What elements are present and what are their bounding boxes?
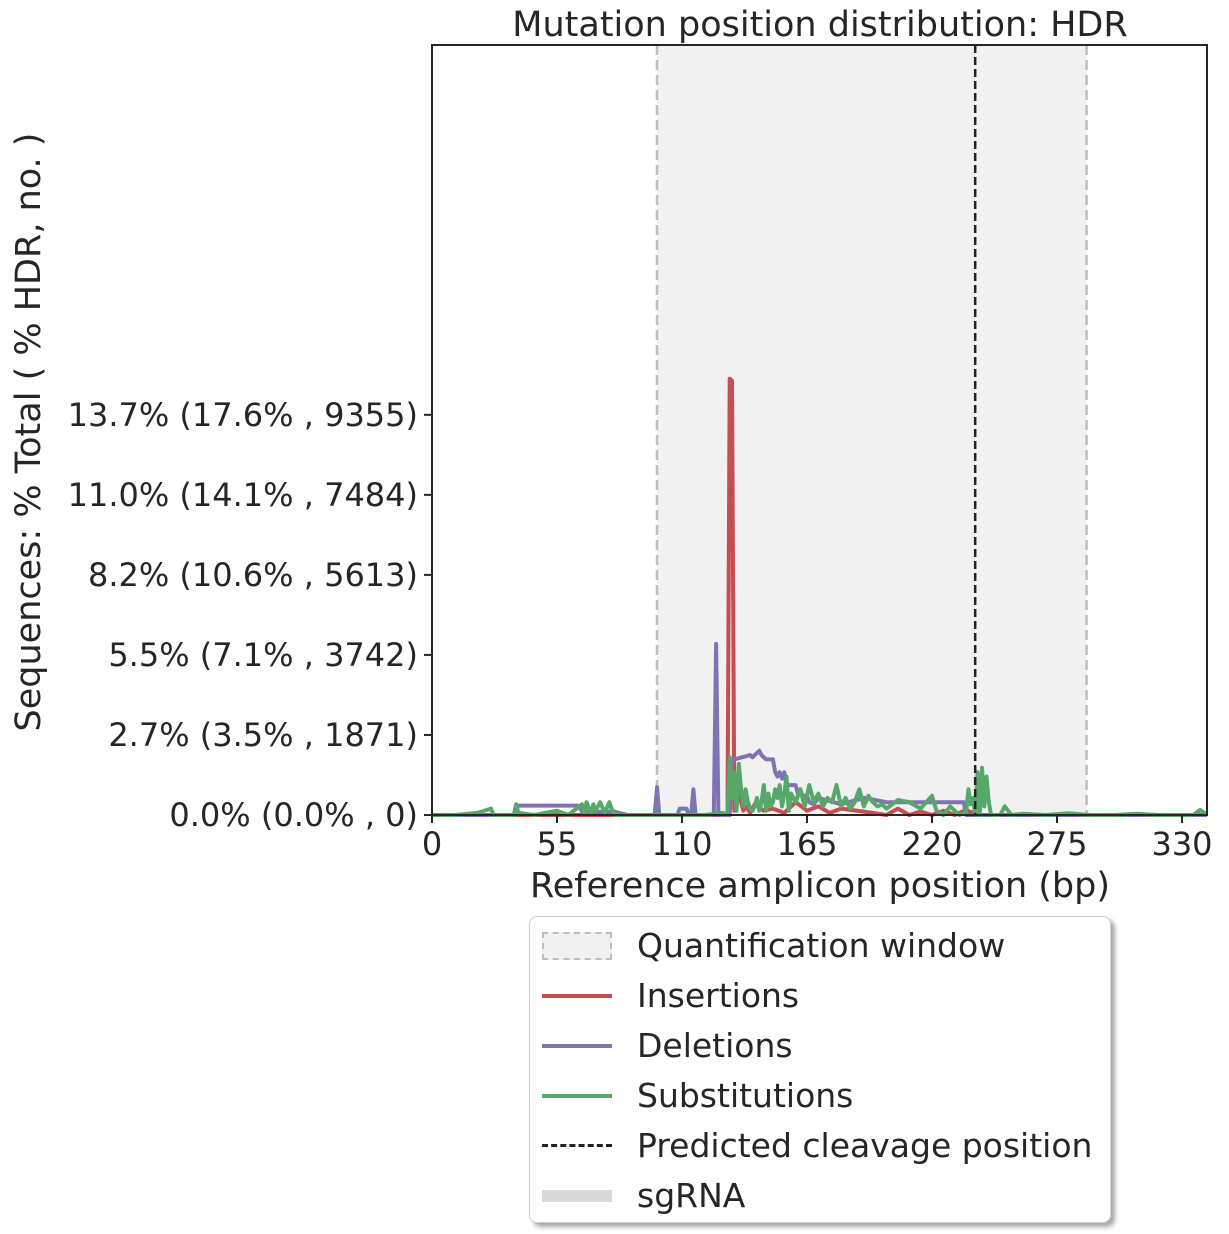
- y-axis-label: Sequences: % Total ( % HDR, no. ): [9, 133, 49, 732]
- legend-label: sgRNA: [637, 1176, 746, 1215]
- x-tick-label: 330: [1151, 825, 1212, 863]
- axes: 0 55 110 165 220 275 330 0.0% (0.0% , 0) 2.7% (3…: [68, 44, 1213, 863]
- y-tick-label: 8.2% (10.6% , 5613): [88, 556, 418, 594]
- legend-label: Insertions: [637, 976, 800, 1015]
- legend-item-substitutions: Substitutions: [530, 1070, 1110, 1120]
- legend-swatch-window: [542, 932, 612, 960]
- x-axis-label: Reference amplicon position (bp): [530, 866, 1110, 906]
- x-tick-label: 275: [1026, 825, 1087, 863]
- legend-item-deletions: Deletions: [530, 1020, 1110, 1070]
- legend-item-quantification-window: Quantification window: [530, 920, 1110, 970]
- legend-label: Deletions: [637, 1026, 793, 1065]
- x-tick-label: 0: [422, 825, 442, 863]
- legend-item-sgrna: sgRNA: [530, 1170, 1110, 1220]
- legend-label: Predicted cleavage position: [637, 1126, 1093, 1165]
- legend-item-cleavage: Predicted cleavage position: [530, 1120, 1110, 1170]
- legend: Quantification window Insertions Deletio…: [529, 916, 1111, 1223]
- x-tick-label: 55: [537, 825, 578, 863]
- y-tick-label: 5.5% (7.1% , 3742): [108, 636, 418, 674]
- series-line-substitutions: [432, 755, 1209, 817]
- quantification-window-fill: [657, 45, 1087, 815]
- y-tick-label: 13.7% (17.6% , 9355): [68, 396, 418, 434]
- legend-label: Quantification window: [637, 926, 1006, 965]
- y-tick-label: 2.7% (3.5% , 1871): [108, 716, 418, 754]
- chart-title: Mutation position distribution: HDR: [512, 5, 1127, 45]
- y-tick-label: 0.0% (0.0% , 0): [169, 796, 418, 834]
- legend-swatch-cleavage: [542, 1144, 612, 1147]
- legend-swatch-deletions: [542, 1044, 612, 1048]
- x-tick-label: 220: [901, 825, 962, 863]
- legend-swatch-insertions: [542, 994, 612, 998]
- x-tick-label: 110: [651, 825, 712, 863]
- quantification-window: [655, 45, 1088, 815]
- x-tick-label: 165: [776, 825, 837, 863]
- legend-item-insertions: Insertions: [530, 970, 1110, 1020]
- plot-frame: [431, 44, 1208, 816]
- legend-label: Substitutions: [637, 1076, 854, 1115]
- legend-swatch-sgrna: [542, 1190, 612, 1202]
- legend-swatch-substitutions: [542, 1094, 612, 1098]
- y-tick-label: 11.0% (14.1% , 7484): [68, 476, 418, 514]
